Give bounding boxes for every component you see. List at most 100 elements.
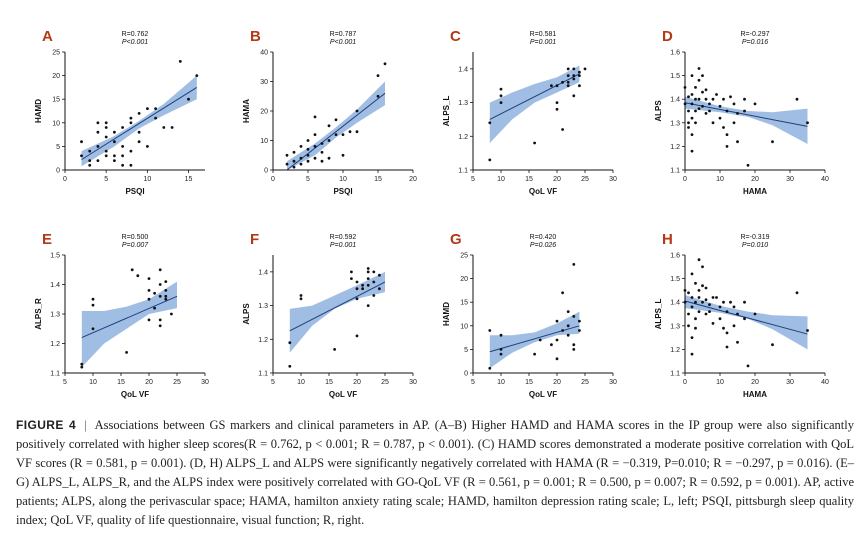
x-tick-label: 10 <box>497 176 505 183</box>
data-point <box>561 128 564 131</box>
data-point <box>561 291 564 295</box>
data-point <box>561 329 564 332</box>
data-point <box>771 343 774 347</box>
data-point <box>690 272 694 276</box>
x-tick-label: 20 <box>553 379 561 386</box>
data-point <box>694 86 697 89</box>
confidence-band <box>287 81 385 170</box>
stat-p: P=0.001 <box>529 39 557 46</box>
data-point <box>687 312 690 316</box>
x-tick-label: 20 <box>751 379 759 386</box>
y-axis-title: HAMD <box>34 99 43 123</box>
data-point <box>578 70 581 74</box>
panel-label: C <box>450 28 461 45</box>
data-point <box>687 121 690 125</box>
data-point <box>288 364 292 368</box>
y-tick-label: 10 <box>52 120 60 127</box>
y-tick-label: 1.2 <box>258 337 268 344</box>
data-point <box>725 331 729 335</box>
data-point <box>550 343 553 347</box>
data-point <box>690 296 694 299</box>
data-point <box>350 277 353 280</box>
data-point <box>578 329 581 332</box>
stat-annotation: R=0.420 P=0.026 <box>513 234 573 250</box>
y-tick-label: 1.3 <box>670 323 680 330</box>
data-point <box>701 74 704 77</box>
data-point <box>313 156 317 160</box>
y-tick-label: 1.6 <box>670 253 680 260</box>
y-tick-label: 1.1 <box>670 371 680 378</box>
data-point <box>88 159 92 163</box>
data-point <box>572 94 576 98</box>
data-point <box>687 324 690 328</box>
y-tick-label: 1.2 <box>670 347 680 354</box>
data-point <box>732 102 736 106</box>
y-tick-label: 15 <box>52 97 60 104</box>
data-point <box>732 324 736 328</box>
y-tick-label: 1.4 <box>50 282 60 289</box>
data-point <box>566 80 570 84</box>
data-point <box>153 306 157 310</box>
data-point <box>372 270 376 274</box>
x-tick-label: 20 <box>751 176 759 183</box>
caption-separator: | <box>84 417 87 432</box>
data-point <box>555 107 559 111</box>
x-tick-label: 15 <box>525 379 533 386</box>
data-point <box>299 297 303 301</box>
y-tick-label: 20 <box>260 109 268 116</box>
data-point <box>146 145 149 148</box>
y-axis-title: ALPS <box>242 303 251 325</box>
data-point <box>697 258 701 262</box>
y-axis-title: HAMD <box>442 302 451 326</box>
x-tick-label: 5 <box>63 379 67 386</box>
x-tick-label: 10 <box>716 176 724 183</box>
data-point <box>121 145 124 148</box>
data-point <box>701 90 704 94</box>
data-point <box>104 121 108 125</box>
data-point <box>736 140 739 144</box>
data-point <box>130 268 134 272</box>
data-point <box>697 289 701 292</box>
panel-g: G R=0.420 P=0.026 5 10 15 20 25 30 0 5 10 15 20 25 QoL … <box>428 225 643 410</box>
data-point <box>746 163 750 167</box>
data-point <box>313 133 317 136</box>
data-point <box>701 300 704 304</box>
data-point <box>88 149 92 153</box>
data-point <box>697 296 701 299</box>
regression-line <box>81 86 198 161</box>
stat-p: P=0.007 <box>121 242 149 249</box>
y-tick-label: 1.4 <box>670 300 680 307</box>
y-tick-label: 1.1 <box>50 371 60 378</box>
data-point <box>694 326 697 330</box>
data-point <box>158 283 162 286</box>
stat-p: P=0.010 <box>741 242 769 249</box>
data-point <box>299 156 303 160</box>
data-point <box>533 352 536 356</box>
data-point <box>129 121 133 125</box>
data-point <box>704 298 708 302</box>
regression-line <box>81 295 178 339</box>
confidence-band <box>81 75 197 167</box>
x-axis-title: PSQI <box>125 187 144 196</box>
confidence-band <box>81 281 177 368</box>
regression-line <box>489 325 580 353</box>
data-point <box>355 287 359 291</box>
data-point <box>566 67 570 71</box>
data-point <box>372 280 376 284</box>
data-point <box>292 159 296 163</box>
data-point <box>104 126 108 129</box>
data-point <box>697 78 701 82</box>
x-axis-title: QoL VF <box>529 390 557 399</box>
x-tick-label: 10 <box>297 379 305 386</box>
data-point <box>341 133 345 136</box>
data-point <box>366 277 370 280</box>
y-axis-title: ALPS <box>654 100 663 122</box>
data-point <box>91 303 95 307</box>
data-point <box>164 297 168 301</box>
data-point <box>91 297 95 301</box>
data-point <box>555 338 559 342</box>
data-point <box>378 273 381 277</box>
figure-caption: FIGURE 4 | Associations between GS markers… <box>16 416 854 530</box>
stat-r: R=0.787 <box>329 31 357 38</box>
